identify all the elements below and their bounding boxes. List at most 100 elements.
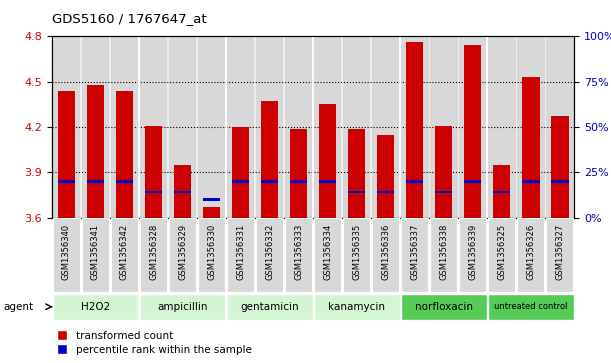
Bar	[493, 165, 510, 218]
Text: GSM1356342: GSM1356342	[120, 224, 129, 280]
FancyBboxPatch shape	[285, 218, 312, 292]
FancyBboxPatch shape	[401, 294, 487, 320]
Bar	[459, 36, 486, 218]
Bar	[87, 180, 104, 183]
FancyBboxPatch shape	[82, 218, 109, 292]
Bar	[406, 180, 423, 183]
Text: GSM1356337: GSM1356337	[410, 224, 419, 280]
Text: GSM1356339: GSM1356339	[468, 224, 477, 280]
Bar	[290, 129, 307, 218]
FancyBboxPatch shape	[401, 218, 428, 292]
Bar	[522, 77, 540, 218]
Bar	[227, 36, 254, 218]
Bar	[58, 180, 75, 183]
FancyBboxPatch shape	[343, 218, 370, 292]
FancyBboxPatch shape	[111, 218, 138, 292]
FancyBboxPatch shape	[459, 218, 486, 292]
Bar	[319, 180, 336, 183]
Bar	[551, 180, 568, 183]
Text: GSM1356341: GSM1356341	[91, 224, 100, 280]
Bar	[232, 127, 249, 218]
Bar	[261, 101, 279, 218]
FancyBboxPatch shape	[546, 218, 574, 292]
Bar	[111, 36, 138, 218]
Text: GSM1356335: GSM1356335	[352, 224, 361, 280]
FancyBboxPatch shape	[139, 294, 225, 320]
Bar	[401, 36, 428, 218]
Bar	[319, 105, 336, 218]
Bar	[58, 91, 75, 218]
Bar	[348, 129, 365, 218]
Text: untreated control: untreated control	[494, 302, 568, 311]
Bar	[140, 36, 167, 218]
Bar	[169, 36, 196, 218]
Bar	[435, 126, 452, 218]
Bar	[464, 180, 481, 183]
Text: agent: agent	[3, 302, 33, 312]
Bar	[377, 135, 395, 218]
FancyBboxPatch shape	[488, 294, 574, 320]
Text: GSM1356333: GSM1356333	[294, 224, 303, 280]
Text: GSM1356336: GSM1356336	[381, 224, 390, 280]
Bar	[406, 42, 423, 218]
Text: gentamicin: gentamicin	[240, 302, 299, 312]
Bar	[522, 180, 540, 183]
FancyBboxPatch shape	[227, 294, 313, 320]
Bar	[198, 36, 225, 218]
Text: GSM1356331: GSM1356331	[236, 224, 245, 280]
Text: kanamycin: kanamycin	[328, 302, 385, 312]
Bar	[82, 36, 109, 218]
FancyBboxPatch shape	[313, 294, 400, 320]
Text: GSM1356330: GSM1356330	[207, 224, 216, 280]
Text: H2O2: H2O2	[81, 302, 110, 312]
Text: ampicillin: ampicillin	[157, 302, 208, 312]
FancyBboxPatch shape	[198, 218, 225, 292]
Legend: transformed count, percentile rank within the sample: transformed count, percentile rank withi…	[57, 331, 252, 355]
FancyBboxPatch shape	[372, 218, 400, 292]
Bar	[517, 36, 544, 218]
Bar	[203, 198, 220, 201]
Bar	[261, 180, 279, 183]
FancyBboxPatch shape	[430, 218, 458, 292]
Text: GDS5160 / 1767647_at: GDS5160 / 1767647_at	[52, 12, 207, 25]
Text: GSM1356329: GSM1356329	[178, 224, 187, 280]
FancyBboxPatch shape	[517, 218, 544, 292]
Bar	[174, 165, 191, 218]
Text: GSM1356334: GSM1356334	[323, 224, 332, 280]
Bar	[174, 191, 191, 193]
Bar	[493, 191, 510, 193]
Bar	[256, 36, 284, 218]
FancyBboxPatch shape	[53, 218, 80, 292]
Bar	[116, 91, 133, 218]
FancyBboxPatch shape	[169, 218, 196, 292]
Bar	[145, 191, 163, 193]
FancyBboxPatch shape	[53, 294, 139, 320]
Bar	[546, 36, 574, 218]
Bar	[372, 36, 400, 218]
Text: GSM1356326: GSM1356326	[526, 224, 535, 280]
Bar	[348, 191, 365, 193]
FancyBboxPatch shape	[314, 218, 342, 292]
Bar	[285, 36, 312, 218]
Text: norfloxacin: norfloxacin	[415, 302, 473, 312]
Text: GSM1356338: GSM1356338	[439, 224, 448, 280]
Text: GSM1356327: GSM1356327	[555, 224, 565, 280]
Bar	[203, 207, 220, 218]
Bar	[343, 36, 370, 218]
Text: GSM1356325: GSM1356325	[497, 224, 507, 280]
Bar	[290, 180, 307, 183]
FancyBboxPatch shape	[256, 218, 284, 292]
Text: GSM1356340: GSM1356340	[62, 224, 71, 280]
FancyBboxPatch shape	[140, 218, 167, 292]
Bar	[488, 36, 516, 218]
Bar	[551, 117, 568, 218]
Bar	[53, 36, 80, 218]
FancyBboxPatch shape	[227, 218, 254, 292]
Text: GSM1356332: GSM1356332	[265, 224, 274, 280]
Bar	[314, 36, 342, 218]
Bar	[87, 85, 104, 218]
Bar	[430, 36, 458, 218]
Bar	[435, 191, 452, 193]
Bar	[116, 180, 133, 183]
Bar	[145, 126, 163, 218]
